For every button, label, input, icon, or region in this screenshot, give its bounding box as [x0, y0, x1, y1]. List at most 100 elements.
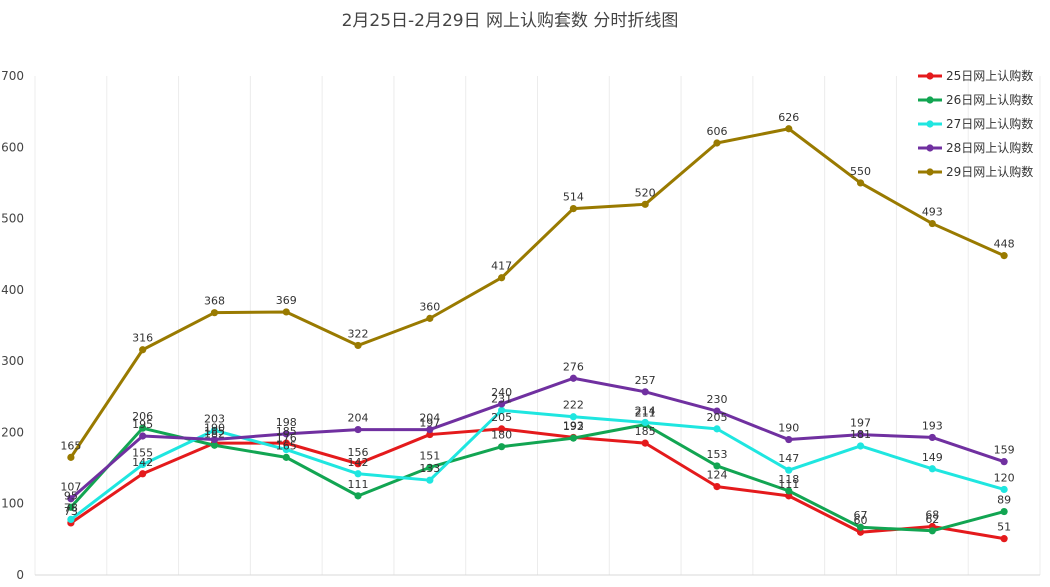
- data-point: [282, 453, 290, 461]
- data-labels: 73 142 185 185 156 197 205 193 185 124 111 60 68 51 95…: [60, 111, 1014, 534]
- data-label: 182: [204, 427, 225, 440]
- data-label: 147: [778, 452, 799, 465]
- data-label: 124: [706, 469, 727, 482]
- chart-title: 2月25日-2月29日 网上认购套数 分时折线图: [342, 11, 679, 31]
- data-point: [498, 425, 506, 433]
- data-label: 211: [635, 407, 656, 420]
- legend-marker: [926, 120, 934, 128]
- data-label: 195: [132, 418, 153, 431]
- data-point: [282, 439, 290, 447]
- data-point: [282, 308, 290, 316]
- data-point: [569, 434, 577, 442]
- data-label: 190: [204, 422, 225, 435]
- data-label: 193: [922, 419, 943, 432]
- data-label: 222: [563, 399, 584, 412]
- data-point: [67, 515, 75, 523]
- legend-label: 25日网上认购数: [946, 68, 1033, 83]
- data-point: [210, 426, 219, 434]
- data-label: 190: [778, 422, 799, 435]
- data-point: [354, 341, 362, 350]
- y-tick-label: 200: [1, 425, 24, 439]
- data-point: [785, 487, 793, 495]
- data-point: [498, 274, 506, 282]
- data-point: [856, 430, 865, 439]
- data-label: 322: [348, 327, 369, 340]
- data-label: 550: [850, 165, 871, 178]
- data-label: 153: [706, 448, 727, 461]
- legend: 25日网上认购数 26日网上认购数 27日网上认购数 28日网上认购数 29日网上认购数: [918, 68, 1033, 179]
- y-tick-label: 700: [1, 69, 24, 83]
- data-point: [139, 424, 147, 432]
- data-label: 155: [132, 447, 153, 460]
- data-point: [354, 470, 362, 478]
- series-line-3: [69, 408, 1006, 521]
- y-tick-label: 600: [1, 140, 24, 154]
- data-point: [67, 495, 75, 503]
- data-label: 149: [922, 451, 943, 464]
- data-label: 197: [850, 417, 871, 430]
- data-label: 118: [778, 473, 799, 486]
- data-point: [785, 435, 793, 444]
- series-line-2: [69, 423, 1006, 533]
- data-point: [210, 309, 219, 317]
- data-point: [569, 374, 577, 382]
- y-tick-label: 500: [1, 212, 24, 226]
- data-point: [354, 460, 362, 468]
- series-group: [67, 125, 1008, 543]
- data-label: 606: [706, 125, 727, 138]
- data-point: [426, 463, 434, 471]
- y-tick-label: 400: [1, 283, 24, 297]
- y-tick-label: 300: [1, 354, 24, 368]
- data-label: 133: [419, 462, 440, 475]
- data-point: [282, 445, 290, 454]
- data-label: 369: [276, 294, 297, 307]
- data-label: 185: [204, 425, 225, 438]
- data-label: 205: [491, 411, 512, 424]
- legend-label: 27日网上认购数: [946, 116, 1033, 131]
- data-point: [139, 432, 147, 440]
- data-point: [354, 492, 362, 500]
- data-point: [928, 465, 936, 473]
- data-label: 493: [922, 206, 943, 219]
- legend-marker: [926, 72, 934, 80]
- data-label: 95: [64, 489, 78, 502]
- data-label: 68: [925, 509, 939, 522]
- data-label: 231: [491, 392, 512, 405]
- data-label: 89: [997, 494, 1011, 507]
- data-point: [713, 425, 721, 433]
- legend-marker: [926, 144, 934, 152]
- y-tick-label: 0: [16, 568, 24, 582]
- data-label: 205: [706, 411, 727, 424]
- data-label: 206: [132, 410, 153, 423]
- data-label: 142: [132, 456, 153, 469]
- data-label: 111: [348, 478, 369, 491]
- data-point: [928, 433, 936, 442]
- data-point: [641, 439, 649, 447]
- data-label: 230: [706, 393, 727, 406]
- data-label: 120: [994, 471, 1015, 484]
- data-label: 156: [348, 446, 369, 459]
- data-label: 360: [419, 300, 440, 313]
- data-point: [282, 430, 290, 438]
- legend-label: 28日网上认购数: [946, 140, 1033, 155]
- y-tick-label: 100: [1, 497, 24, 511]
- data-label: 204: [419, 412, 440, 425]
- data-point: [498, 406, 506, 414]
- data-point: [210, 441, 219, 449]
- legend-label: 29日网上认购数: [946, 164, 1033, 179]
- data-label: 185: [635, 425, 656, 438]
- data-point: [139, 470, 147, 478]
- data-point: [139, 460, 147, 469]
- data-label: 165: [276, 439, 297, 452]
- data-point: [426, 314, 434, 322]
- data-label: 165: [60, 439, 81, 452]
- data-point: [1000, 507, 1008, 516]
- data-point: [569, 413, 577, 421]
- data-label: 60: [854, 514, 868, 527]
- legend-marker: [926, 96, 934, 104]
- data-point: [641, 418, 649, 427]
- data-point: [641, 200, 649, 208]
- data-point: [856, 442, 865, 450]
- data-point: [785, 125, 793, 133]
